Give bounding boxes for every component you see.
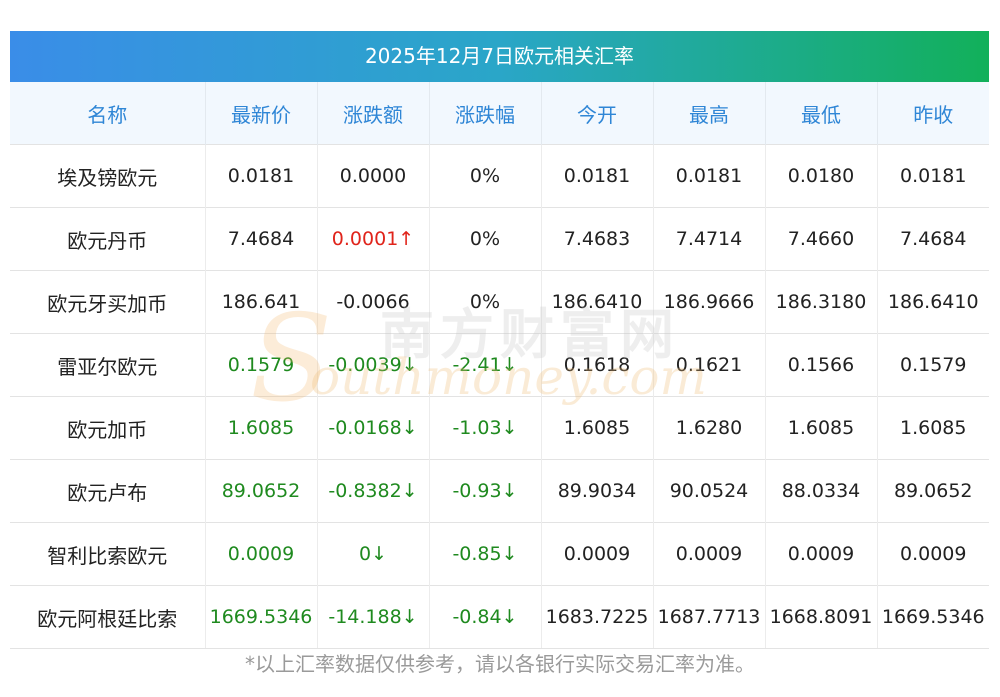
rate-prev-cell: 186.6410 (877, 270, 989, 334)
rate-pct-cell: 0% (429, 207, 542, 271)
rate-pct-cell: -1.03↓ (429, 396, 542, 460)
rate-change-cell: -0.0039↓ (317, 333, 430, 397)
rate-latest-cell: 89.0652 (205, 459, 318, 523)
rate-prev-cell: 0.0009 (877, 522, 989, 586)
rate-change-cell: 0.0000 (317, 144, 430, 208)
rate-prev-cell: 0.0181 (877, 144, 989, 208)
rate-low-cell: 0.0180 (765, 144, 878, 208)
currency-name-cell: 欧元卢布 (10, 459, 206, 523)
table-row: 欧元阿根廷比索 1669.5346 -14.188↓ -0.84↓ 1683.7225 1… (10, 585, 989, 649)
rate-latest-cell: 186.641 (205, 270, 318, 334)
table-row: 欧元丹币 7.4684 0.0001↑ 0% 7.4683 7.4714 7.4660 7.4… (10, 207, 989, 271)
rate-change-cell: 0.0001↑ (317, 207, 430, 271)
rate-pct-cell: -2.41↓ (429, 333, 542, 397)
rate-prev-cell: 0.1579 (877, 333, 989, 397)
rate-change-cell: -14.188↓ (317, 585, 430, 649)
header-row: 名称 最新价 涨跌额 涨跌幅 今开 最高 最低 昨收 (10, 82, 989, 145)
rate-low-cell: 186.3180 (765, 270, 878, 334)
table-row: 欧元加币 1.6085 -0.0168↓ -1.03↓ 1.6085 1.6280 1.60… (10, 396, 989, 460)
rates-table: 名称 最新价 涨跌额 涨跌幅 今开 最高 最低 昨收 埃及镑欧元 0.0181 0.… (10, 82, 989, 649)
column-header: 最低 (765, 82, 878, 145)
rate-prev-cell: 1.6085 (877, 396, 989, 460)
column-header: 昨收 (877, 82, 989, 145)
disclaimer-footnote: *以上汇率数据仅供参考，请以各银行实际交易汇率为准。 (245, 652, 755, 676)
rate-low-cell: 0.1566 (765, 333, 878, 397)
rate-pct-cell: -0.93↓ (429, 459, 542, 523)
rate-low-cell: 88.0334 (765, 459, 878, 523)
rate-pct-cell: 0% (429, 144, 542, 208)
rate-high-cell: 90.0524 (653, 459, 766, 523)
currency-name-cell: 智利比索欧元 (10, 522, 206, 586)
table-row: 欧元牙买加币 186.641 -0.0066 0% 186.6410 186.9666 18… (10, 270, 989, 334)
column-header: 名称 (10, 82, 206, 145)
rate-change-cell: -0.0066 (317, 270, 430, 334)
column-header: 今开 (541, 82, 654, 145)
column-header: 最新价 (205, 82, 318, 145)
rate-pct-cell: -0.84↓ (429, 585, 542, 649)
currency-name-cell: 欧元阿根廷比索 (10, 585, 206, 649)
rate-high-cell: 7.4714 (653, 207, 766, 271)
rate-latest-cell: 0.0181 (205, 144, 318, 208)
rate-high-cell: 0.0009 (653, 522, 766, 586)
rate-open-cell: 0.0181 (541, 144, 654, 208)
column-header: 最高 (653, 82, 766, 145)
table-title: 2025年12月7日欧元相关汇率 (10, 31, 989, 82)
column-header: 涨跌额 (317, 82, 430, 145)
currency-name-cell: 欧元牙买加币 (10, 270, 206, 334)
rate-open-cell: 0.0009 (541, 522, 654, 586)
rate-low-cell: 1.6085 (765, 396, 878, 460)
rate-latest-cell: 7.4684 (205, 207, 318, 271)
rate-high-cell: 0.0181 (653, 144, 766, 208)
rate-high-cell: 1.6280 (653, 396, 766, 460)
rate-change-cell: -0.8382↓ (317, 459, 430, 523)
currency-name-cell: 欧元丹币 (10, 207, 206, 271)
table-row: 埃及镑欧元 0.0181 0.0000 0% 0.0181 0.0181 0.0180 0.0… (10, 144, 989, 208)
rate-low-cell: 1668.8091 (765, 585, 878, 649)
rate-latest-cell: 0.0009 (205, 522, 318, 586)
rate-high-cell: 186.9666 (653, 270, 766, 334)
rate-latest-cell: 0.1579 (205, 333, 318, 397)
rate-low-cell: 7.4660 (765, 207, 878, 271)
currency-name-cell: 欧元加币 (10, 396, 206, 460)
table-row: 雷亚尔欧元 0.1579 -0.0039↓ -2.41↓ 0.1618 0.1621 0.1… (10, 333, 989, 397)
rate-prev-cell: 7.4684 (877, 207, 989, 271)
rate-open-cell: 89.9034 (541, 459, 654, 523)
rate-latest-cell: 1669.5346 (205, 585, 318, 649)
rate-open-cell: 7.4683 (541, 207, 654, 271)
rate-pct-cell: -0.85↓ (429, 522, 542, 586)
column-header: 涨跌幅 (429, 82, 542, 145)
currency-name-cell: 雷亚尔欧元 (10, 333, 206, 397)
rate-prev-cell: 1669.5346 (877, 585, 989, 649)
table-row: 欧元卢布 89.0652 -0.8382↓ -0.93↓ 89.9034 90.0524 8… (10, 459, 989, 523)
rate-open-cell: 186.6410 (541, 270, 654, 334)
rate-low-cell: 0.0009 (765, 522, 878, 586)
currency-name-cell: 埃及镑欧元 (10, 144, 206, 208)
rate-open-cell: 1.6085 (541, 396, 654, 460)
table-row: 智利比索欧元 0.0009 0↓ -0.85↓ 0.0009 0.0009 0.0009 0.… (10, 522, 989, 586)
rate-high-cell: 1687.7713 (653, 585, 766, 649)
rate-pct-cell: 0% (429, 270, 542, 334)
rate-high-cell: 0.1621 (653, 333, 766, 397)
rate-change-cell: -0.0168↓ (317, 396, 430, 460)
rate-prev-cell: 89.0652 (877, 459, 989, 523)
rate-change-cell: 0↓ (317, 522, 430, 586)
rate-open-cell: 0.1618 (541, 333, 654, 397)
rate-open-cell: 1683.7225 (541, 585, 654, 649)
rates-table-container: 2025年12月7日欧元相关汇率 名称 最新价 涨跌额 涨跌幅 今开 最高 最低… (10, 31, 989, 649)
rate-latest-cell: 1.6085 (205, 396, 318, 460)
